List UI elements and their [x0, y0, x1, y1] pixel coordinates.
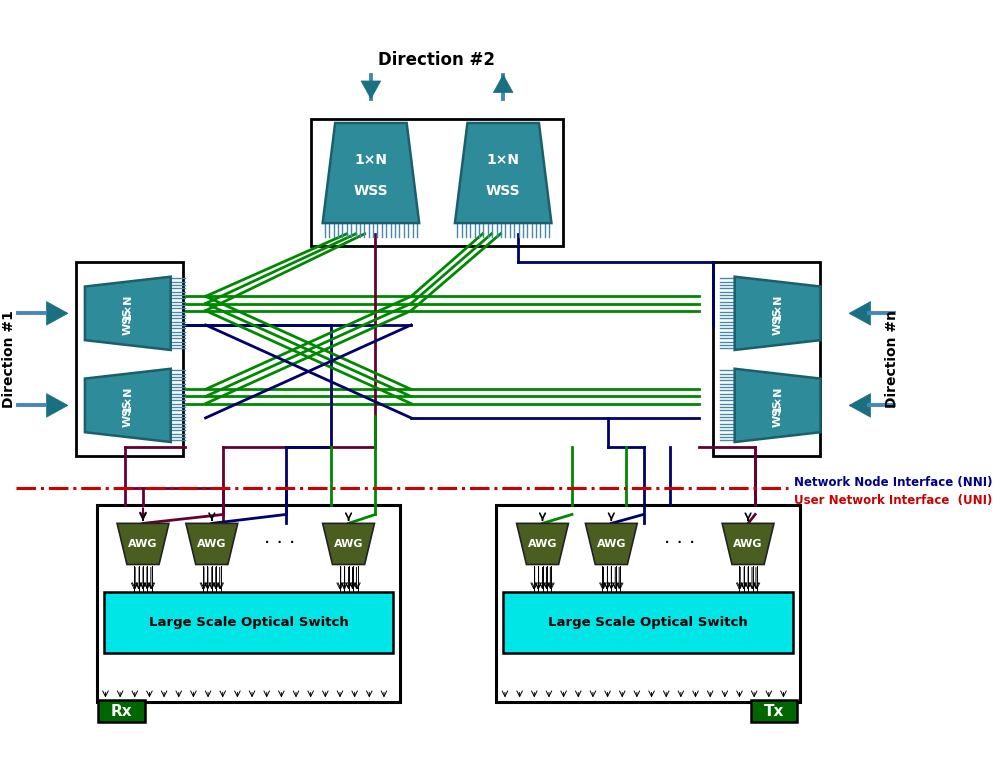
Text: Large Scale Optical Switch: Large Scale Optical Switch	[548, 616, 747, 629]
Polygon shape	[454, 123, 551, 223]
Text: AWG: AWG	[732, 539, 762, 549]
Text: Direction #2: Direction #2	[377, 51, 494, 69]
Polygon shape	[734, 277, 819, 350]
Text: 1×N: 1×N	[122, 294, 132, 321]
Polygon shape	[186, 523, 238, 565]
Text: WSS: WSS	[353, 184, 388, 198]
Text: WSS: WSS	[485, 184, 520, 198]
Polygon shape	[46, 393, 68, 417]
Text: 1×N: 1×N	[354, 153, 387, 167]
Text: · · ·: · · ·	[264, 535, 295, 554]
Text: AWG: AWG	[596, 539, 626, 549]
Text: WSS: WSS	[771, 400, 781, 427]
Polygon shape	[46, 301, 68, 325]
Text: Direction #1: Direction #1	[2, 310, 16, 408]
Bar	[98, 700, 144, 722]
Text: WSS: WSS	[122, 308, 132, 335]
Polygon shape	[517, 523, 568, 565]
Text: WSS: WSS	[771, 308, 781, 335]
Text: Tx: Tx	[763, 703, 783, 719]
Text: AWG: AWG	[528, 539, 557, 549]
Text: · · ·: · · ·	[663, 535, 694, 554]
Bar	[311, 120, 563, 246]
Bar	[76, 262, 183, 456]
Polygon shape	[734, 369, 819, 442]
Polygon shape	[849, 393, 870, 417]
Polygon shape	[322, 123, 419, 223]
Bar	[503, 592, 792, 653]
Polygon shape	[492, 74, 513, 93]
Text: 1×N: 1×N	[771, 386, 781, 413]
Bar	[103, 592, 393, 653]
Polygon shape	[361, 81, 380, 99]
Polygon shape	[322, 523, 374, 565]
Text: Network Node Interface (NNI): Network Node Interface (NNI)	[792, 476, 991, 489]
Polygon shape	[85, 369, 171, 442]
Bar	[495, 505, 799, 702]
Bar	[750, 700, 796, 722]
Text: Rx: Rx	[110, 703, 132, 719]
Bar	[96, 505, 400, 702]
Polygon shape	[85, 277, 171, 350]
Text: AWG: AWG	[333, 539, 363, 549]
Bar	[712, 262, 819, 456]
Text: AWG: AWG	[197, 539, 227, 549]
Text: User Network Interface  (UNI): User Network Interface (UNI)	[792, 494, 991, 507]
Text: 1×N: 1×N	[486, 153, 520, 167]
Text: 1×N: 1×N	[122, 386, 132, 413]
Text: AWG: AWG	[128, 539, 157, 549]
Text: Large Scale Optical Switch: Large Scale Optical Switch	[148, 616, 348, 629]
Text: WSS: WSS	[122, 400, 132, 427]
Text: Direction #n: Direction #n	[884, 310, 898, 408]
Text: 1×N: 1×N	[771, 294, 781, 321]
Polygon shape	[849, 301, 870, 325]
Polygon shape	[117, 523, 169, 565]
Polygon shape	[721, 523, 773, 565]
Polygon shape	[585, 523, 637, 565]
